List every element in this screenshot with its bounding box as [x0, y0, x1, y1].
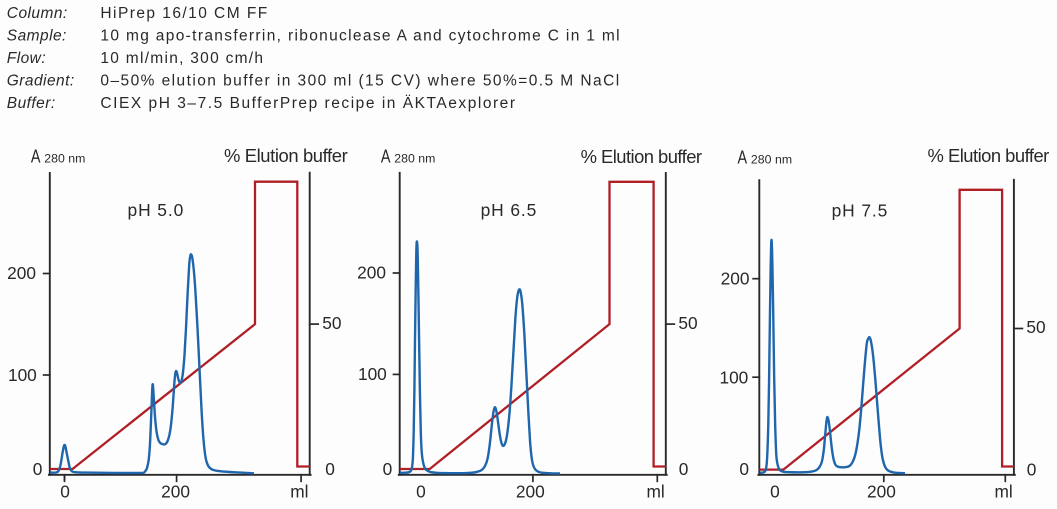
svg-text:% Elution buffer: % Elution buffer — [928, 145, 1050, 166]
svg-text:280 nm: 280 nm — [44, 152, 85, 166]
svg-text:0: 0 — [770, 482, 780, 502]
svg-text:200: 200 — [867, 482, 896, 502]
svg-text:280 nm: 280 nm — [751, 153, 792, 167]
svg-text:0: 0 — [383, 459, 393, 479]
svg-text:ml: ml — [290, 482, 308, 502]
svg-text:A: A — [381, 147, 391, 167]
svg-text:ml: ml — [646, 482, 664, 502]
svg-text:A: A — [738, 148, 748, 168]
svg-text:Column:: Column: — [7, 5, 68, 22]
svg-text:50: 50 — [678, 313, 697, 333]
svg-text:HiPrep 16/10 CM FF: HiPrep 16/10 CM FF — [100, 5, 267, 22]
svg-text:pH 5.0: pH 5.0 — [128, 200, 185, 220]
svg-text:% Elution buffer: % Elution buffer — [224, 145, 348, 166]
svg-text:0: 0 — [60, 482, 70, 502]
svg-text:0: 0 — [416, 482, 426, 502]
svg-text:Sample:: Sample: — [7, 28, 67, 45]
svg-text:100: 100 — [8, 365, 37, 385]
svg-text:10 ml/min, 300 cm/h: 10 ml/min, 300 cm/h — [100, 50, 263, 67]
svg-text:200: 200 — [357, 263, 386, 283]
svg-text:100: 100 — [358, 364, 387, 384]
svg-text:ml: ml — [994, 482, 1012, 502]
svg-text:200: 200 — [161, 482, 190, 502]
svg-text:Gradient:: Gradient: — [7, 73, 75, 90]
svg-text:Flow:: Flow: — [7, 50, 46, 67]
svg-text:280 nm: 280 nm — [394, 152, 435, 166]
svg-text:% Elution buffer: % Elution buffer — [581, 146, 702, 167]
svg-text:0–50% elution buffer in 300 ml: 0–50% elution buffer in 300 ml (15 CV) w… — [100, 73, 619, 90]
svg-text:200: 200 — [721, 268, 750, 288]
svg-text:100: 100 — [719, 367, 748, 387]
svg-text:50: 50 — [322, 313, 341, 333]
svg-text:0: 0 — [325, 459, 335, 479]
svg-text:0: 0 — [33, 459, 43, 479]
svg-text:pH 6.5: pH 6.5 — [481, 200, 538, 220]
svg-text:200: 200 — [516, 482, 545, 502]
svg-text:0: 0 — [1027, 459, 1037, 479]
svg-text:CIEX pH 3–7.5 BufferPrep recip: CIEX pH 3–7.5 BufferPrep recipe in ÄKTAe… — [100, 95, 515, 112]
svg-text:A: A — [31, 146, 41, 166]
svg-text:0: 0 — [679, 459, 689, 479]
svg-text:0: 0 — [739, 459, 749, 479]
svg-text:200: 200 — [7, 263, 36, 283]
svg-text:50: 50 — [1026, 317, 1045, 337]
svg-text:pH 7.5: pH 7.5 — [832, 201, 889, 221]
svg-text:Buffer:: Buffer: — [7, 95, 56, 112]
svg-text:10 mg apo-transferrin, ribonuc: 10 mg apo-transferrin, ribonuclease A an… — [100, 28, 619, 45]
